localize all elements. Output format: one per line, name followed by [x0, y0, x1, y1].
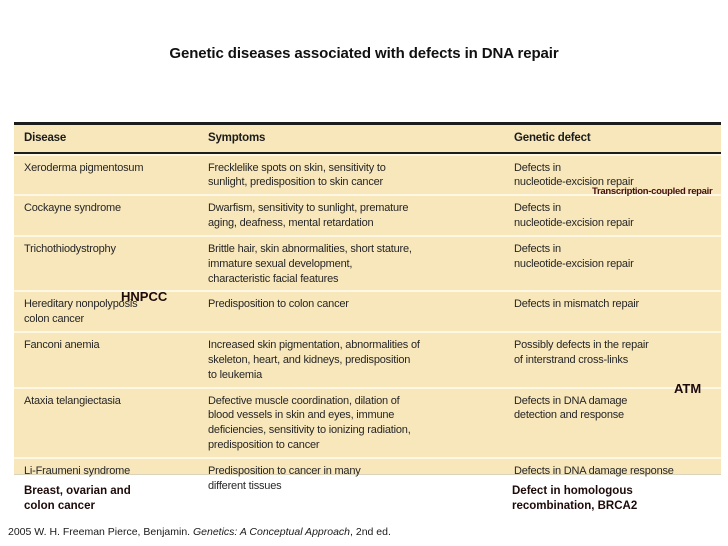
cell-symptoms: Predisposition to cancer in many differe…: [208, 465, 361, 492]
citation: 2005 W. H. Freeman Pierce, Benjamin. Gen…: [8, 526, 391, 538]
cell-disease: Xeroderma pigmentosum: [24, 161, 144, 174]
citation-suffix: , 2nd ed.: [350, 526, 391, 538]
table-row: Fanconi anemia Increased skin pigmentati…: [14, 331, 721, 387]
cell-symptoms: Increased skin pigmentation, abnormaliti…: [208, 339, 420, 381]
column-header-symptoms: Symptoms: [208, 132, 266, 144]
cell-disease: Fanconi anemia: [24, 339, 100, 352]
cell-defect: Defects in nucleotide-excision repair: [514, 161, 634, 189]
table-header-row: Disease Symptoms Genetic defect: [14, 125, 721, 154]
cell-defect: Defects in nucleotide-excision repair: [514, 202, 634, 230]
column-header-disease: Disease: [24, 132, 67, 144]
cell-defect: Possibly defects in the repair of inters…: [514, 339, 649, 366]
cell-symptoms: Predisposition to colon cancer: [208, 298, 349, 311]
cell-disease: Cockayne syndrome: [24, 202, 121, 215]
annotation-transcription-coupled-repair: Transcription-coupled repair: [592, 186, 713, 197]
table-row: Cockayne syndrome Dwarfism, sensitivity …: [14, 194, 721, 235]
table-row: Xeroderma pigmentosum Frecklelike spots …: [14, 153, 721, 195]
annotation-atm: ATM: [674, 381, 702, 396]
cell-disease: Hereditary nonpolyposis colon cancer: [24, 298, 138, 326]
cell-defect: Defects in mismatch repair: [514, 298, 640, 311]
cell-symptoms: Brittle hair, skin abnormalities, short …: [208, 242, 412, 285]
annotation-brca2-homologous-recombination: Defect in homologous recombination, BRCA…: [512, 485, 638, 513]
annotation-hnpcc: HNPCC: [121, 289, 168, 304]
page-title: Genetic diseases associated with defects…: [169, 45, 559, 62]
cell-disease: Ataxia telangiectasia: [24, 394, 121, 407]
annotation-breast-ovarian-colon-cancer: Breast, ovarian and colon cancer: [24, 485, 131, 513]
cell-disease: Li-Fraumeni syndrome: [24, 465, 131, 478]
cell-symptoms: Defective muscle coordination, dilation …: [208, 394, 411, 452]
cell-disease: Trichothiodystrophy: [24, 242, 116, 255]
table-row: Li-Fraumeni syndrome Predisposition to c…: [14, 457, 721, 498]
disease-table: Disease Symptoms Genetic defect Xeroderm…: [14, 122, 721, 492]
table-row: Trichothiodystrophy Brittle hair, skin a…: [14, 234, 721, 291]
table-row: Hereditary nonpolyposis colon cancer Pre…: [14, 290, 721, 331]
cell-defect: Defects in DNA damage response: [514, 465, 674, 478]
column-header-genetic-defect: Genetic defect: [514, 132, 591, 144]
cell-defect: Defects in DNA damage detection and resp…: [514, 394, 628, 422]
citation-book-title: Genetics: A Conceptual Approach: [193, 526, 351, 538]
cell-symptoms: Frecklelike spots on skin, sensitivity t…: [208, 161, 386, 189]
table-row: Ataxia telangiectasia Defective muscle c…: [14, 386, 721, 457]
citation-prefix: 2005 W. H. Freeman Pierce, Benjamin.: [8, 526, 193, 538]
cell-defect: Defects in nucleotide-excision repair: [514, 242, 634, 270]
cell-symptoms: Dwarfism, sensitivity to sunlight, prema…: [208, 202, 409, 230]
